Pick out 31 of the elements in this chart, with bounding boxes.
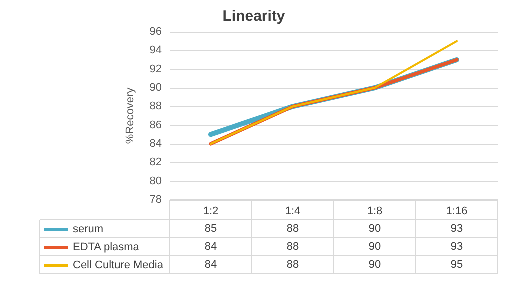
y-tick-label: 88 <box>150 100 162 113</box>
x-tick-label: 1:16 <box>446 206 468 218</box>
x-tick-label: 1:4 <box>285 206 301 218</box>
data-label: 88 <box>286 241 300 253</box>
y-tick-label: 86 <box>150 119 162 132</box>
data-label: 90 <box>368 259 382 271</box>
chart-title: Linearity <box>222 8 286 25</box>
legend-label: serum <box>73 224 104 236</box>
x-tick-label: 1:2 <box>203 206 219 218</box>
data-label: 88 <box>286 223 300 235</box>
x-tick-label: 1:8 <box>367 206 383 218</box>
y-tick-label: 82 <box>150 156 162 169</box>
y-axis-title: %Recovery <box>124 87 136 144</box>
legend-label: Cell Culture Media <box>73 260 164 272</box>
data-label: 93 <box>450 241 464 253</box>
data-label: 84 <box>204 241 218 253</box>
y-tick-label: 94 <box>150 44 162 57</box>
data-label: 93 <box>450 223 464 235</box>
y-tick-label: 96 <box>150 26 162 38</box>
y-tick-label: 78 <box>150 194 162 206</box>
data-label: 90 <box>368 241 382 253</box>
data-label: 95 <box>450 259 464 271</box>
y-tick-label: 80 <box>150 175 162 188</box>
data-label: 85 <box>204 223 218 235</box>
data-label: 88 <box>286 259 300 271</box>
y-tick-label: 84 <box>150 138 162 150</box>
y-tick-label: 90 <box>150 82 162 94</box>
legend-label: EDTA plasma <box>73 242 140 254</box>
data-label: 84 <box>204 259 218 271</box>
data-label: 90 <box>368 223 382 235</box>
y-tick-label: 92 <box>150 63 162 76</box>
